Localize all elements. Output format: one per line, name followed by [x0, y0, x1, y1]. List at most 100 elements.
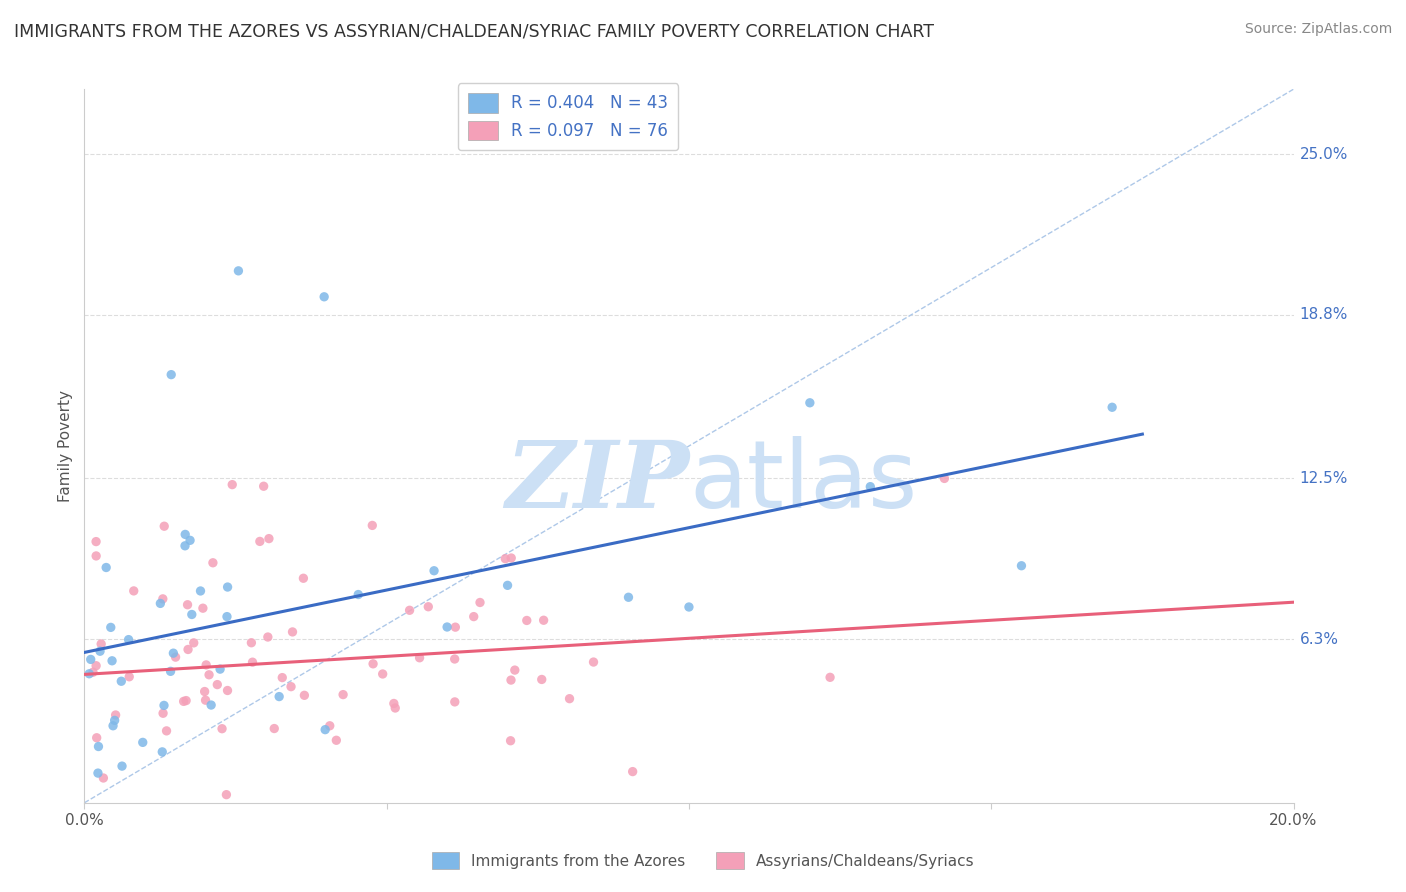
- Point: [292, 571, 315, 585]
- Point: [165, 650, 187, 665]
- Point: [87, 766, 110, 780]
- Point: [194, 693, 217, 707]
- Point: [211, 722, 233, 736]
- Point: [198, 667, 221, 681]
- Point: [217, 580, 239, 594]
- Point: [177, 642, 200, 657]
- Point: [153, 519, 176, 533]
- Point: [242, 655, 264, 669]
- Point: [347, 588, 370, 602]
- Point: [190, 584, 212, 599]
- Point: [152, 853, 174, 867]
- Point: [501, 551, 523, 566]
- Point: [859, 480, 882, 494]
- Point: [156, 810, 179, 824]
- Point: [207, 677, 229, 691]
- Point: [617, 591, 640, 605]
- Point: [678, 599, 700, 614]
- Point: [292, 689, 315, 703]
- Point: [228, 264, 250, 278]
- Legend: R = 0.404   N = 43, R = 0.097   N = 76: R = 0.404 N = 43, R = 0.097 N = 76: [458, 83, 678, 150]
- Point: [249, 534, 271, 549]
- Point: [621, 764, 644, 779]
- Point: [325, 733, 347, 747]
- Text: 18.8%: 18.8%: [1299, 308, 1348, 322]
- Point: [209, 662, 232, 676]
- Text: 25.0%: 25.0%: [1299, 146, 1348, 161]
- Point: [84, 534, 107, 549]
- Point: [152, 591, 174, 606]
- Point: [155, 723, 177, 738]
- Point: [153, 698, 176, 713]
- Point: [179, 533, 201, 548]
- Point: [257, 532, 280, 546]
- Text: IMMIGRANTS FROM THE AZORES VS ASSYRIAN/CHALDEAN/SYRIAC FAMILY POVERTY CORRELATIO: IMMIGRANTS FROM THE AZORES VS ASSYRIAN/C…: [14, 22, 934, 40]
- Point: [269, 690, 291, 704]
- Point: [314, 290, 336, 304]
- Point: [384, 701, 406, 715]
- Point: [86, 731, 108, 745]
- Point: [443, 652, 465, 666]
- Point: [332, 688, 354, 702]
- Point: [423, 564, 446, 578]
- Point: [382, 697, 405, 711]
- Point: [257, 630, 280, 644]
- Point: [96, 560, 118, 574]
- Point: [84, 549, 107, 563]
- Legend: Immigrants from the Azores, Assyrians/Chaldeans/Syriacs: Immigrants from the Azores, Assyrians/Ch…: [426, 846, 980, 875]
- Point: [87, 739, 110, 754]
- Point: [408, 650, 430, 665]
- Point: [173, 694, 195, 708]
- Point: [215, 609, 238, 624]
- Point: [361, 518, 384, 533]
- Point: [530, 673, 553, 687]
- Point: [281, 624, 304, 639]
- Point: [162, 646, 184, 660]
- Point: [195, 657, 218, 672]
- Point: [174, 693, 197, 707]
- Point: [308, 855, 330, 870]
- Point: [499, 733, 522, 747]
- Point: [174, 527, 197, 541]
- Point: [468, 595, 491, 609]
- Point: [100, 620, 122, 634]
- Text: atlas: atlas: [689, 435, 917, 528]
- Point: [149, 596, 172, 610]
- Point: [82, 665, 104, 680]
- Point: [84, 658, 107, 673]
- Text: 12.5%: 12.5%: [1299, 471, 1348, 486]
- Point: [436, 620, 458, 634]
- Point: [104, 708, 127, 723]
- Point: [398, 603, 420, 617]
- Point: [217, 683, 239, 698]
- Point: [314, 723, 336, 737]
- Point: [200, 698, 222, 712]
- Point: [253, 479, 276, 493]
- Point: [118, 670, 141, 684]
- Point: [799, 396, 821, 410]
- Point: [496, 578, 519, 592]
- Point: [111, 759, 134, 773]
- Point: [201, 556, 224, 570]
- Point: [582, 655, 605, 669]
- Point: [418, 599, 440, 614]
- Point: [77, 666, 100, 681]
- Point: [934, 471, 956, 485]
- Point: [176, 598, 198, 612]
- Point: [152, 706, 174, 721]
- Point: [443, 695, 465, 709]
- Point: [215, 788, 238, 802]
- Point: [159, 665, 181, 679]
- Point: [558, 691, 581, 706]
- Point: [516, 614, 538, 628]
- Text: 6.3%: 6.3%: [1299, 632, 1339, 647]
- Point: [80, 652, 103, 666]
- Point: [271, 671, 294, 685]
- Point: [93, 771, 115, 785]
- Point: [89, 644, 111, 658]
- Point: [240, 636, 263, 650]
- Point: [463, 609, 485, 624]
- Point: [280, 680, 302, 694]
- Point: [499, 673, 522, 687]
- Point: [263, 722, 285, 736]
